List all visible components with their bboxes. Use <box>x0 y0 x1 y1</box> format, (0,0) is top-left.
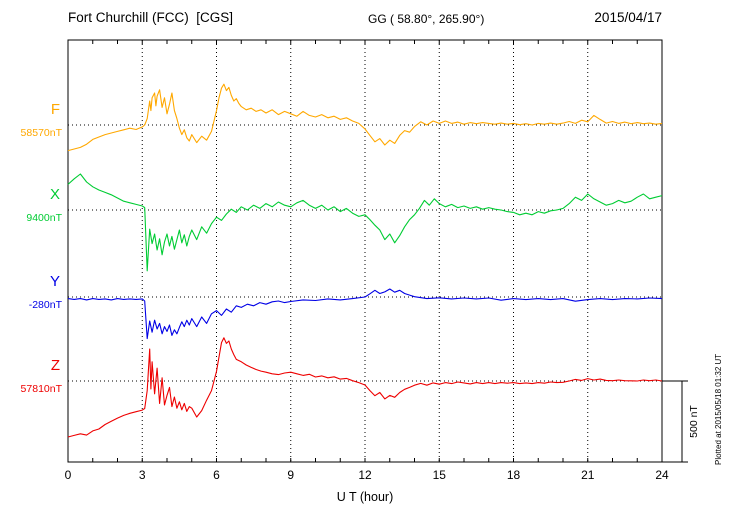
plot-frame <box>67 39 663 463</box>
x-axis-label: U T (hour) <box>336 490 394 504</box>
x-tick-label-21: 21 <box>581 468 595 482</box>
channel-baseline-value-Z: 57810nT <box>20 383 62 395</box>
x-tick-label-3: 3 <box>138 468 146 482</box>
channel-label-X: X <box>49 186 60 203</box>
scale-bar-label: 500 nT <box>688 405 700 438</box>
channel-label-F: F <box>50 101 60 118</box>
channel-baseline-value-F: 58570nT <box>20 127 62 139</box>
x-tick-label-24: 24 <box>655 468 669 482</box>
channel-label-Y: Y <box>49 273 60 290</box>
station-title: Fort Churchill (FCC) [CGS] <box>68 10 234 25</box>
trace-Z <box>67 337 663 438</box>
channel-baseline-value-X: 9400nT <box>26 212 62 224</box>
trace-Y <box>67 288 663 340</box>
x-tick-label-6: 6 <box>213 468 220 482</box>
channel-baseline-value-Y: -280nT <box>28 299 62 311</box>
trace-F <box>67 83 663 152</box>
plot-date: 2015/04/17 <box>594 10 662 25</box>
channel-label-Z: Z <box>50 357 60 374</box>
plotted-at-note: Plotted at 2015/05/18 01:32 UT <box>714 353 723 465</box>
x-tick-label-18: 18 <box>506 468 521 482</box>
x-tick-label-0: 0 <box>64 468 72 482</box>
x-tick-label-9: 9 <box>287 468 295 482</box>
trace-X <box>67 173 663 272</box>
x-tick-label-15: 15 <box>432 468 446 482</box>
x-tick-label-12: 12 <box>358 468 372 482</box>
geographic-coordinates: GG ( 58.80°, 265.90°) <box>368 12 485 26</box>
